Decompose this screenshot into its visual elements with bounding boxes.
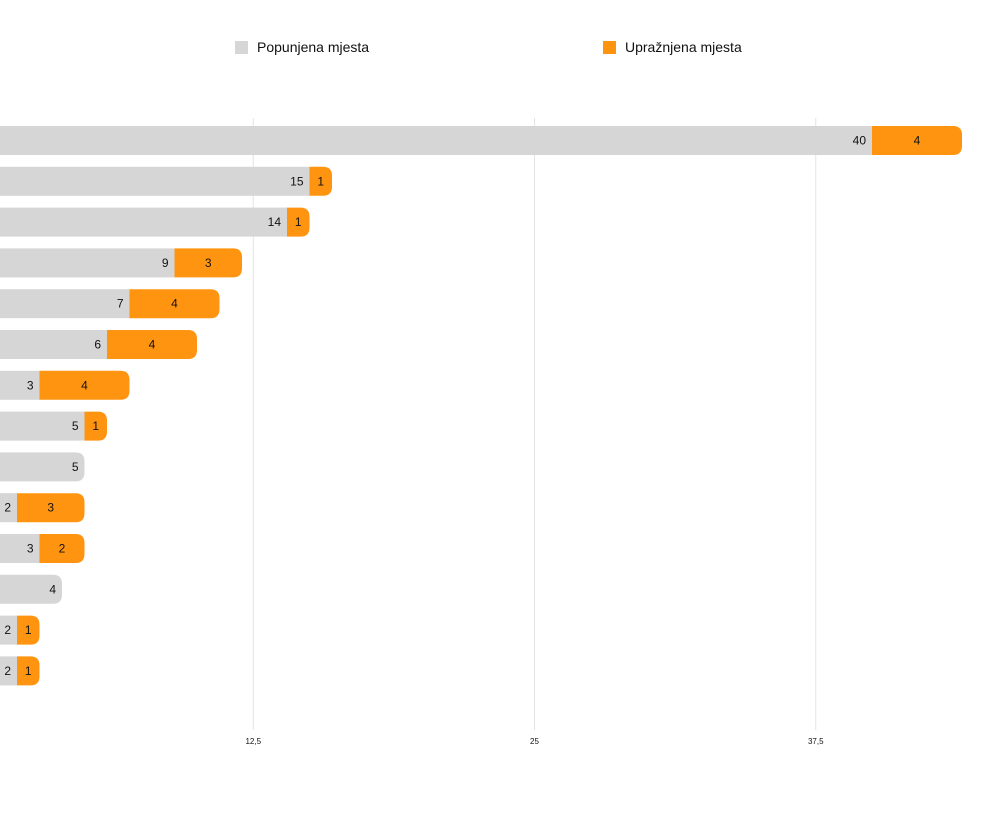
data-label: 2 — [4, 664, 11, 678]
bar-segment — [0, 166, 310, 196]
data-label: 1 — [317, 174, 324, 188]
legend-label: Upražnjena mjesta — [625, 39, 742, 55]
data-label: 2 — [59, 542, 66, 556]
data-label: 4 — [171, 297, 178, 311]
bars — [0, 126, 962, 686]
data-label: 3 — [47, 501, 54, 515]
data-label: 40 — [853, 134, 867, 148]
data-label: 4 — [81, 378, 88, 392]
bar-segment — [0, 126, 872, 155]
data-label: 1 — [295, 215, 302, 229]
bar-segment — [0, 656, 17, 686]
data-label: 2 — [4, 623, 11, 637]
bar-segment — [0, 248, 175, 278]
data-label: 3 — [27, 378, 34, 392]
bar-segment — [287, 207, 310, 237]
bar-segment — [107, 330, 197, 359]
bar-segment — [0, 370, 40, 400]
data-label: 1 — [92, 419, 99, 433]
data-label: 9 — [162, 256, 169, 270]
data-label: 5 — [72, 460, 79, 474]
bar-segment — [39, 534, 85, 563]
bar-segment — [309, 166, 332, 196]
data-label: 4 — [914, 134, 921, 148]
x-tick-label: 25 — [530, 737, 539, 746]
bar-segment — [0, 289, 130, 319]
data-label: 1 — [25, 664, 32, 678]
data-label: 7 — [117, 297, 124, 311]
data-label: 14 — [268, 215, 282, 229]
legend: Popunjena mjesta Upražnjena mjesta — [235, 39, 742, 55]
x-tick-label: 37,5 — [808, 737, 824, 746]
bar-segment — [17, 615, 40, 645]
data-label: 1 — [25, 623, 32, 637]
gridlines — [252, 118, 817, 730]
bar-segment — [84, 411, 107, 441]
legend-swatch — [603, 41, 616, 54]
data-labels: 40 415 114 19 37 46 43 45 152 33 242 12 1 — [4, 134, 920, 678]
bar-segment — [129, 289, 220, 319]
bar-segment — [0, 493, 17, 523]
bar-segment — [0, 574, 62, 604]
x-tick-label: 12,5 — [245, 737, 261, 746]
data-label: 4 — [149, 338, 156, 352]
data-label: 6 — [94, 338, 101, 352]
bar-segment — [0, 330, 107, 359]
x-axis-ticks: 12,5 25 37,5 — [245, 737, 824, 746]
bar-segment — [0, 534, 40, 563]
legend-label: Popunjena mjesta — [257, 39, 369, 55]
data-label: 2 — [4, 501, 11, 515]
data-label: 4 — [49, 582, 56, 596]
data-label: 3 — [205, 256, 212, 270]
bar-segment — [174, 248, 242, 278]
bar-segment — [0, 615, 17, 645]
bar-segment — [17, 656, 40, 686]
bar-segment — [872, 126, 962, 155]
bar-segment — [17, 493, 85, 523]
bar-segment — [0, 411, 85, 441]
bar-segment — [0, 207, 287, 237]
data-label: 3 — [27, 542, 34, 556]
data-label: 15 — [290, 174, 304, 188]
data-label: 5 — [72, 419, 79, 433]
bar-segment — [39, 370, 130, 400]
bar-segment — [0, 452, 85, 482]
legend-swatch — [235, 41, 248, 54]
